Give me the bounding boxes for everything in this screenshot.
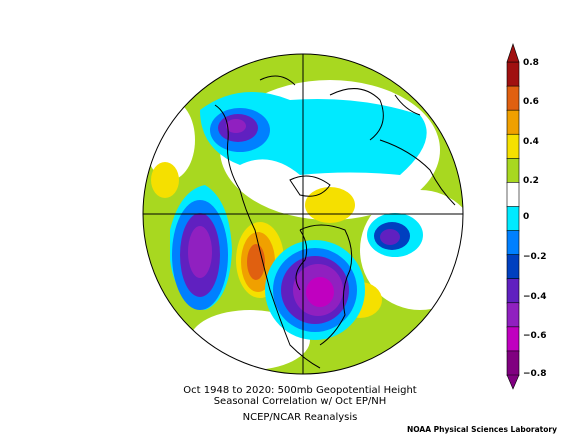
caption-subtitle: Seasonal Correlation w/ Oct EP/NH xyxy=(213,396,387,407)
colorbar: 0.8 0.6 0.4 0.2 0 −0.2 −0.4 −0.6 −0.8 xyxy=(506,43,546,390)
colorbar-swatch xyxy=(506,302,520,328)
colorbar-top-arrow xyxy=(506,43,520,63)
region-negative-ena xyxy=(306,277,334,307)
colorbar-swatch xyxy=(506,278,520,304)
colorbar-swatch xyxy=(506,326,520,352)
colorbar-swatch xyxy=(506,61,520,87)
colorbar-swatch xyxy=(506,182,520,208)
colorbar-tick-label: 0.4 xyxy=(523,137,539,147)
region-positive xyxy=(151,162,179,198)
region-negative-alaska xyxy=(226,119,246,133)
colorbar-tick-label: 0.2 xyxy=(523,176,539,186)
credit-label: NOAA Physical Sciences Laboratory xyxy=(406,425,557,434)
map-outline xyxy=(142,53,464,375)
colorbar-swatch xyxy=(506,133,520,160)
colorbar-tick-label: −0.4 xyxy=(523,292,546,302)
colorbar-tick-label: 0.6 xyxy=(523,97,539,107)
colorbar-bottom-arrow xyxy=(506,374,520,390)
colorbar-swatch xyxy=(506,109,520,136)
colorbar-swatch xyxy=(506,158,520,184)
region-negative-atlantic xyxy=(380,229,400,245)
coastlines xyxy=(214,75,456,369)
caption-title: Oct 1948 to 2020: 500mb Geopotential Hei… xyxy=(183,385,417,396)
colorbar-tick-label: 0 xyxy=(523,212,529,222)
colorbar-tick-label: −0.6 xyxy=(523,331,546,341)
colorbar-swatch xyxy=(506,85,520,111)
caption-dataset: NCEP/NCAR Reanalysis xyxy=(242,412,358,423)
colorbar-swatch xyxy=(506,254,520,280)
colorbar-swatch xyxy=(506,206,520,232)
region-negative-pacific xyxy=(188,226,212,278)
colorbar-tick-label: 0.8 xyxy=(523,58,539,68)
region-positive xyxy=(305,187,355,223)
colorbar-swatch xyxy=(506,350,520,376)
colorbar-swatch xyxy=(506,230,520,256)
map-disk xyxy=(143,54,463,374)
colorbar-tick-label: −0.8 xyxy=(523,369,546,379)
colorbar-tick-label: −0.2 xyxy=(523,252,546,262)
